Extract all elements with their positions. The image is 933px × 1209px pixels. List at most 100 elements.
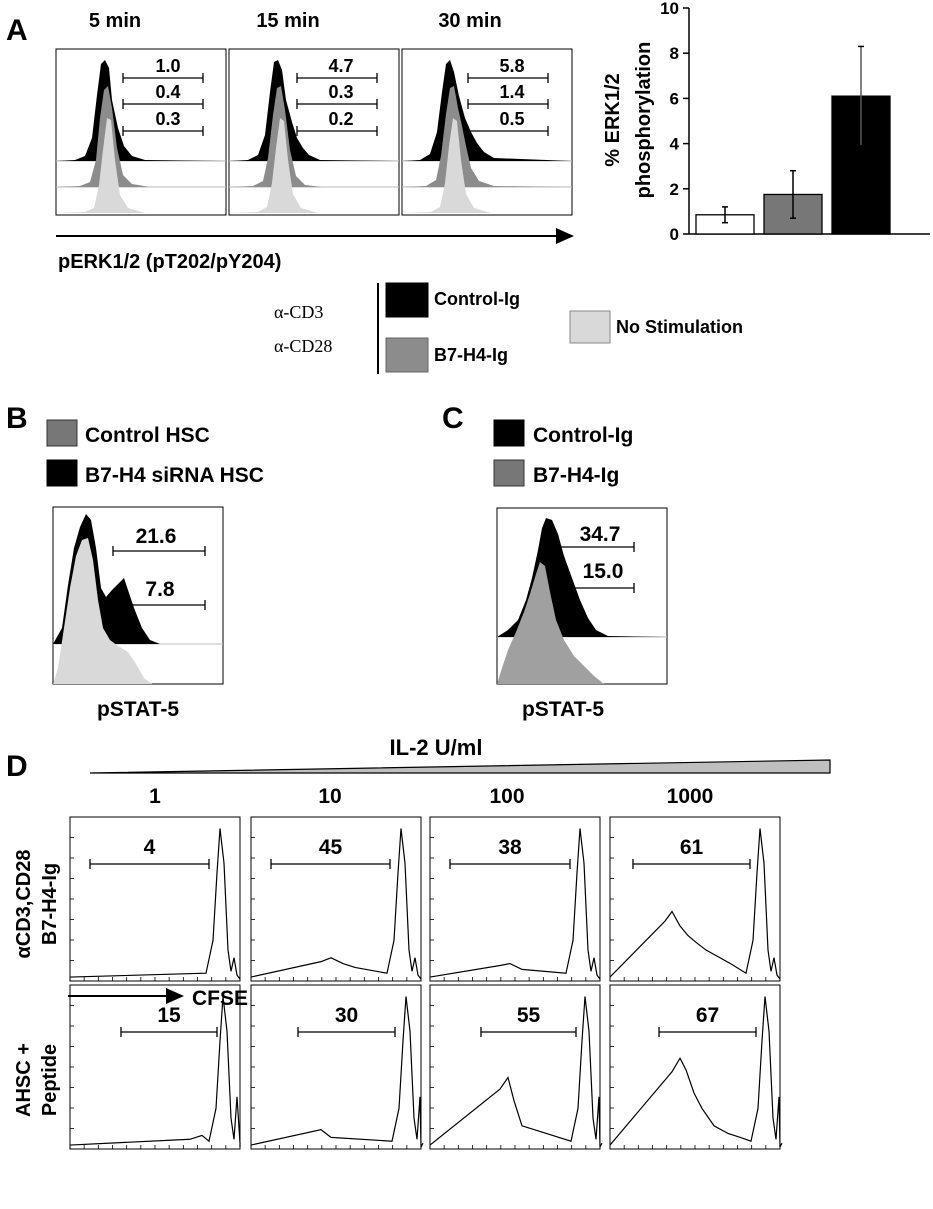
legend-label-b7h4: B7-H4-Ig	[434, 345, 508, 365]
histogram-30min: 5.8 1.4 0.5	[401, 48, 573, 216]
gate-value: 38	[498, 836, 522, 859]
y-tick-label: 4	[670, 135, 680, 154]
time-label-30min: 30 min	[438, 10, 501, 32]
cfse-trace	[429, 828, 601, 980]
cfse-trace	[609, 996, 783, 1148]
gate-value: 0.4	[155, 82, 180, 102]
gate-value: 15.0	[583, 560, 624, 583]
no-stim-histogram	[56, 118, 226, 213]
cfse-trace	[609, 828, 781, 980]
no-stim-histogram	[402, 118, 572, 213]
dose-label: 1	[149, 785, 161, 808]
cfse-trace	[250, 828, 422, 980]
gate-value: 21.6	[136, 525, 177, 548]
gate-value: 15	[157, 1004, 181, 1027]
legend-swatch-nostim	[569, 310, 611, 344]
dose-label: 100	[489, 785, 524, 808]
cfse-trace	[250, 996, 424, 1148]
panel-c-xlabel: pSTAT-5	[522, 698, 604, 721]
cfse-plot-frame	[609, 816, 781, 982]
bar-ylabel: phosphorylation	[633, 42, 655, 199]
cfse-histogram: 4	[69, 816, 241, 982]
legend-label-control-hsc: Control HSC	[85, 424, 210, 447]
panel-b-letter: B	[6, 402, 28, 435]
legend-stim-cd3: α-CD3	[274, 302, 323, 322]
cfse-trace	[69, 996, 241, 1147]
panel-d-letter: D	[6, 750, 28, 783]
cfse-trace	[429, 996, 603, 1148]
row-label-1a: αCD3,CD28	[13, 850, 35, 959]
cfse-plot-frame	[609, 984, 781, 1150]
gate-value: 67	[696, 1004, 719, 1027]
gate-value: 5.8	[499, 56, 524, 76]
gate-value: 4.7	[328, 56, 353, 76]
legend-label-control-ig-c: Control-Ig	[533, 424, 633, 447]
legend-swatch-control-ig-c	[493, 419, 525, 447]
histogram-5min: 1.0 0.4 0.3	[55, 48, 227, 216]
b7h4-ig-histogram-c	[497, 562, 604, 684]
gate-value: 55	[517, 1004, 541, 1027]
legend-panel-a: α-CD3 α-CD28 Control-Ig B7-H4-Ig No Stim…	[274, 282, 743, 374]
y-tick-label: 8	[670, 44, 679, 63]
gate-value: 0.5	[499, 109, 524, 129]
gate-value: 7.8	[145, 578, 175, 601]
cfse-histogram-grid: 4 45 38 61 15 30 55 67	[69, 816, 783, 1150]
time-label-15min: 15 min	[256, 10, 319, 32]
legend-swatch-control	[385, 282, 429, 318]
legend-swatch-control-hsc	[46, 419, 78, 447]
cfse-plot-frame	[250, 984, 422, 1150]
b7h4-ig-histogram	[56, 86, 226, 187]
legend-label-control: Control-Ig	[434, 289, 520, 309]
cfse-histogram: 45	[250, 816, 422, 982]
bar-ylabel: % ERK1/2	[602, 73, 624, 166]
control-hsc-histogram	[53, 538, 152, 684]
gate-value: 1.0	[155, 56, 180, 76]
y-tick-label: 10	[660, 0, 679, 18]
panel-d-xlabel: CFSE	[192, 987, 248, 1010]
gate-value: 0.2	[328, 109, 353, 129]
row-label-2a: AHSC +	[13, 1043, 35, 1117]
row-label-1b: B7-H4-Ig	[39, 863, 61, 945]
cfse-trace	[69, 828, 241, 980]
y-tick-label: 6	[670, 89, 679, 108]
legend-label-nostim: No Stimulation	[616, 317, 743, 337]
cfse-axis-arrow	[68, 988, 184, 1004]
cfse-histogram: 67	[609, 984, 783, 1150]
gate-value: 0.3	[328, 82, 353, 102]
y-tick-label: 0	[670, 225, 679, 244]
histogram-15min: 4.7 0.3 0.2	[228, 48, 400, 216]
gate-value: 61	[680, 836, 704, 859]
y-tick-label: 2	[670, 180, 679, 199]
cfse-plot-frame	[429, 816, 601, 982]
cfse-histogram: 55	[429, 984, 603, 1150]
il2-title: IL-2 U/ml	[390, 735, 483, 760]
b7h4-ig-histogram	[402, 86, 572, 187]
dose-label: 10	[318, 785, 341, 808]
gate-value: 4	[144, 836, 156, 859]
histogram-panel-b: 21.6 7.8	[52, 506, 224, 685]
cfse-histogram: 30	[250, 984, 424, 1150]
gate-value: 45	[319, 836, 343, 859]
legend-swatch-b7h4	[385, 337, 429, 373]
panel-c-letter: C	[442, 402, 464, 435]
legend-label-sirna-hsc: B7-H4 siRNA HSC	[85, 464, 264, 487]
x-axis-arrow	[56, 228, 574, 244]
bar-chart: 0 2 4 6 8 10 % ERK1/2 phosphorylation	[602, 0, 930, 244]
row-label-2b: Peptide	[39, 1044, 61, 1116]
legend-label-b7h4-c: B7-H4-Ig	[533, 464, 619, 487]
cfse-histogram: 15	[69, 984, 241, 1150]
gate-value: 0.3	[155, 109, 180, 129]
gate-value: 34.7	[580, 523, 621, 546]
legend-swatch-sirna-hsc	[46, 459, 78, 487]
legend-stim-cd28: α-CD28	[274, 336, 332, 356]
b7h4-ig-histogram	[229, 86, 399, 187]
gate-value: 1.4	[499, 82, 524, 102]
legend-swatch-b7h4-c	[493, 459, 525, 487]
il2-gradient-wedge	[89, 759, 831, 774]
cfse-plot-frame	[69, 816, 241, 982]
time-label-5min: 5 min	[89, 10, 141, 32]
panel-b-xlabel: pSTAT-5	[97, 698, 179, 721]
cfse-histogram: 38	[429, 816, 601, 982]
gate-value: 30	[335, 1004, 358, 1027]
